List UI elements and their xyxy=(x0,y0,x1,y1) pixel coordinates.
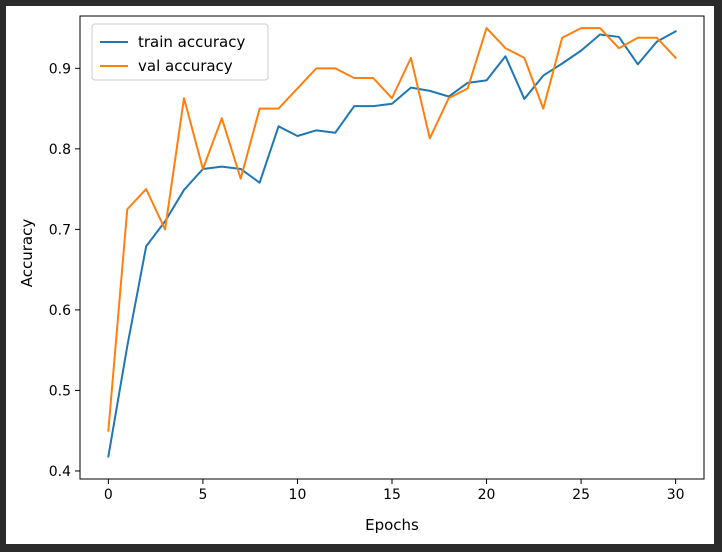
figure: 0 5 10 15 20 25 30 0.4 0.5 0.6 0.7 0.8 0.9 Epochs A… xyxy=(6,6,714,544)
x-axis-label: Epochs xyxy=(365,516,419,534)
x-tick-label: 30 xyxy=(667,487,685,503)
x-tick-label: 5 xyxy=(198,487,207,503)
x-tick-label: 15 xyxy=(383,487,401,503)
x-tick-label: 0 xyxy=(104,487,113,503)
y-tick-label: 0.4 xyxy=(49,464,71,480)
y-tick-label: 0.7 xyxy=(49,222,71,238)
x-tick-label: 25 xyxy=(572,487,590,503)
plot-area xyxy=(107,27,678,458)
y-tick-label: 0.5 xyxy=(49,383,71,399)
x-tick-label: 20 xyxy=(478,487,496,503)
legend-entry: val accuracy xyxy=(138,57,233,75)
x-axis: 0 5 10 15 20 25 30 xyxy=(104,479,685,503)
accuracy-line-chart: 0 5 10 15 20 25 30 0.4 0.5 0.6 0.7 0.8 0.9 Epochs A… xyxy=(18,15,705,534)
y-axis-label: Accuracy xyxy=(18,219,36,288)
legend-box xyxy=(91,23,269,81)
x-tick-label: 10 xyxy=(289,487,307,503)
y-tick-label: 0.8 xyxy=(49,142,71,158)
legend-entry: train accuracy xyxy=(138,33,245,51)
y-axis: 0.4 0.5 0.6 0.7 0.8 0.9 xyxy=(49,61,80,480)
series-line-val-accuracy xyxy=(107,27,678,432)
y-tick-label: 0.9 xyxy=(49,61,71,77)
plot-frame xyxy=(79,15,705,480)
y-tick-label: 0.6 xyxy=(49,303,71,319)
series-line-train-accuracy xyxy=(107,29,677,458)
legend: train accuracy val accuracy xyxy=(91,23,269,81)
